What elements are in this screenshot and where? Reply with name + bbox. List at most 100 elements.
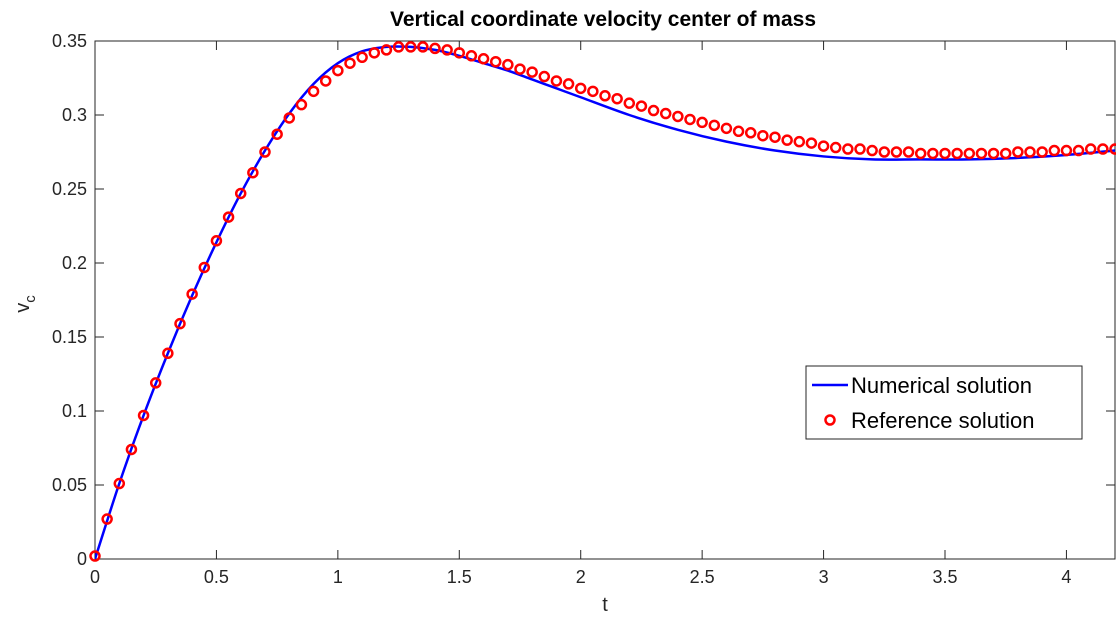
data-point-reference-solution — [295, 98, 308, 111]
data-point-reference-solution — [599, 90, 611, 102]
data-point-reference-solution — [1097, 143, 1109, 155]
data-point-reference-solution — [307, 85, 320, 98]
data-point-reference-solution — [635, 100, 648, 112]
data-point-reference-solution — [1024, 146, 1036, 158]
data-point-reference-solution — [186, 288, 198, 300]
data-point-reference-solution — [149, 377, 162, 389]
data-point-reference-solution — [404, 41, 417, 53]
data-point-reference-solution — [574, 82, 587, 95]
series-layer — [89, 41, 1116, 562]
y-axis-label-subscript: c — [22, 295, 39, 303]
y-tick-label: 0 — [77, 549, 87, 569]
data-point-reference-solution — [647, 104, 660, 117]
x-tick-label: 0 — [90, 567, 100, 587]
legend-label-numerical: Numerical solution — [851, 373, 1032, 398]
x-axis-label: t — [602, 594, 608, 616]
data-point-reference-solution — [210, 235, 223, 247]
x-tick-label: 2.5 — [690, 567, 715, 587]
y-tick-label: 0.15 — [52, 327, 87, 347]
legend: Numerical solution Reference solution — [805, 365, 1083, 440]
data-point-reference-solution — [453, 47, 466, 59]
data-point-reference-solution — [417, 41, 429, 53]
axes-box — [94, 40, 1116, 560]
y-tick-label: 0.2 — [62, 253, 87, 273]
data-point-reference-solution — [1012, 146, 1024, 158]
data-point-reference-solution — [368, 47, 381, 59]
y-axis-label-group: vc — [12, 295, 39, 313]
data-point-reference-solution — [1060, 144, 1073, 157]
data-point-reference-solution — [684, 113, 696, 126]
data-point-reference-solution — [732, 125, 745, 138]
legend-marker-swatch — [824, 414, 836, 426]
data-point-reference-solution — [441, 44, 453, 56]
y-tick-label: 0.35 — [52, 31, 87, 51]
y-tick-label: 0.1 — [62, 401, 87, 421]
y-axis-label-main: v — [12, 303, 34, 313]
legend-box — [805, 365, 1083, 440]
data-point-reference-solution — [271, 128, 283, 140]
data-point-reference-solution — [526, 66, 538, 78]
x-tick-label: 2 — [576, 567, 586, 587]
x-tick-label: 3.5 — [932, 567, 957, 587]
data-point-reference-solution — [247, 166, 259, 179]
data-point-reference-solution — [198, 261, 211, 274]
data-point-reference-solution — [392, 41, 405, 53]
data-point-reference-solution — [987, 147, 1000, 160]
data-point-reference-solution — [890, 146, 903, 158]
data-point-reference-solution — [757, 129, 769, 142]
data-point-reference-solution — [162, 347, 174, 360]
data-point-reference-solution — [1072, 144, 1085, 157]
data-point-reference-solution — [914, 147, 927, 160]
data-point-reference-solution — [793, 135, 806, 148]
data-point-reference-solution — [866, 144, 878, 157]
data-point-reference-solution — [744, 127, 757, 139]
chart-title: Vertical coordinate velocity center of m… — [390, 8, 816, 31]
data-point-reference-solution — [902, 146, 915, 158]
data-point-reference-solution — [344, 57, 356, 69]
data-point-reference-solution — [951, 147, 963, 160]
data-point-reference-solution — [113, 477, 126, 490]
data-point-reference-solution — [234, 187, 247, 200]
x-axis: 0 0.5 1 1.5 2 2.5 3 3.5 4 — [90, 41, 1071, 587]
data-point-reference-solution — [587, 85, 599, 98]
data-point-reference-solution — [611, 92, 623, 105]
data-point-reference-solution — [89, 550, 101, 562]
data-point-reference-solution — [356, 51, 368, 64]
data-point-reference-solution — [502, 58, 514, 71]
data-point-reference-solution — [769, 131, 781, 143]
data-point-reference-solution — [319, 75, 332, 87]
data-point-reference-solution — [283, 112, 296, 124]
data-point-reference-solution — [842, 143, 854, 155]
data-point-reference-solution — [672, 110, 684, 123]
data-point-reference-solution — [562, 78, 575, 90]
data-point-reference-solution — [781, 134, 793, 146]
data-point-reference-solution — [805, 137, 818, 149]
data-point-reference-solution — [332, 64, 344, 77]
data-point-reference-solution — [927, 147, 939, 160]
legend-label-reference: Reference solution — [851, 408, 1034, 433]
x-tick-label: 1 — [333, 567, 343, 587]
data-point-reference-solution — [878, 146, 891, 158]
data-point-reference-solution — [817, 140, 830, 152]
data-point-reference-solution — [708, 119, 721, 132]
data-point-reference-solution — [829, 141, 842, 154]
plot-area — [94, 40, 1116, 560]
data-point-reference-solution — [659, 107, 672, 120]
data-point-reference-solution — [550, 75, 563, 87]
data-point-reference-solution — [477, 53, 490, 65]
data-point-reference-solution — [963, 147, 976, 160]
data-point-reference-solution — [222, 211, 235, 223]
data-point-reference-solution — [975, 147, 988, 160]
data-point-reference-solution — [101, 513, 113, 525]
data-point-reference-solution — [429, 42, 441, 55]
y-axis: 0 0.05 0.1 0.15 0.2 0.25 0.3 0.35 — [52, 31, 1115, 569]
data-point-reference-solution — [465, 50, 478, 62]
data-point-reference-solution — [999, 147, 1012, 160]
data-point-reference-solution — [939, 147, 951, 160]
data-point-reference-solution — [538, 70, 551, 83]
data-point-reference-solution — [125, 443, 138, 456]
data-point-reference-solution — [174, 317, 186, 330]
data-point-reference-solution — [514, 63, 526, 75]
data-point-reference-solution — [623, 97, 636, 109]
y-tick-label: 0.3 — [62, 105, 87, 125]
